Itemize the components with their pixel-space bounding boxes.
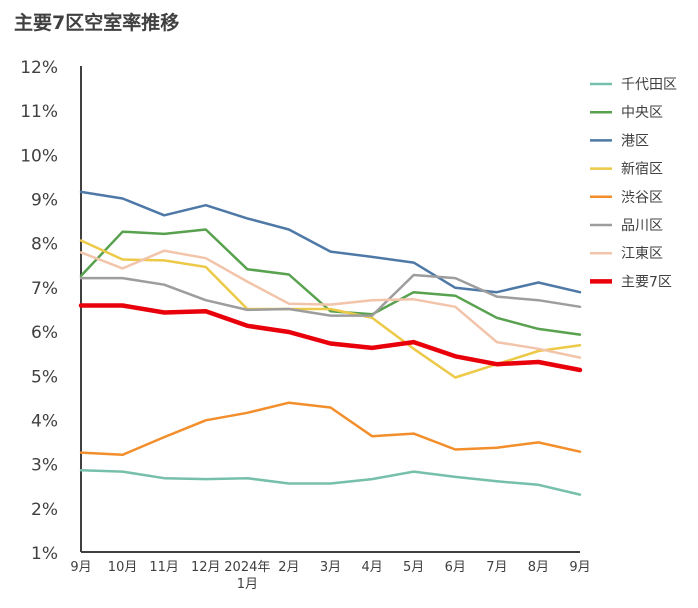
y-tick-label: 12% xyxy=(20,58,58,78)
x-tick-label: 8月 xyxy=(528,560,549,575)
legend-label: 港区 xyxy=(621,133,649,149)
legend-label: 渋谷区 xyxy=(621,190,663,206)
x-tick-label: 2月 xyxy=(278,560,299,575)
x-tick-label: 2024年 1月 xyxy=(224,560,270,592)
x-tick-label: 7月 xyxy=(486,560,507,575)
chart-title: 主要7区空室率推移 xyxy=(14,12,180,34)
legend-label: 新宿区 xyxy=(621,161,663,178)
x-tick-label: 10月 xyxy=(108,560,138,575)
x-tick-labels: 9月 10月 11月 12月 2024年 1月 2月 3月 4月 5月 6月 7月 8月 9月 xyxy=(70,560,590,592)
series-line-1 xyxy=(79,469,582,496)
x-tick-label: 5月 xyxy=(403,560,424,575)
series-line-3 xyxy=(79,190,582,294)
series-line-6 xyxy=(79,273,582,317)
y-tick-label: 4% xyxy=(31,411,58,431)
y-tick-label: 11% xyxy=(20,102,58,122)
y-tick-label: 5% xyxy=(31,367,58,387)
y-tick-labels: 1% 2% 3% 4% 5% 6% 7% 8% 9% 10% 11% 12% xyxy=(20,58,58,564)
legend-label: 品川区 xyxy=(621,218,663,234)
legend-label: 江東区 xyxy=(621,246,663,262)
y-tick-label: 6% xyxy=(31,323,58,343)
legend-label: 千代田区 xyxy=(621,77,677,93)
x-tick-label: 9月 xyxy=(569,560,590,575)
y-tick-label: 1% xyxy=(31,544,58,564)
y-tick-label: 10% xyxy=(20,146,58,166)
x-tick-label: 12月 xyxy=(191,560,221,575)
y-tick-label: 9% xyxy=(31,191,58,211)
y-tick-label: 8% xyxy=(31,235,58,255)
x-tick-label: 6月 xyxy=(445,560,466,575)
y-tick-label: 7% xyxy=(31,279,58,299)
series-lines xyxy=(78,190,583,496)
series-line-8 xyxy=(78,303,583,373)
x-tick-label: 4月 xyxy=(361,560,382,575)
x-tick-label: 9月 xyxy=(70,560,91,575)
series-line-7 xyxy=(79,249,582,359)
series-line-5 xyxy=(79,401,582,457)
x-tick-label: 3月 xyxy=(320,560,341,575)
y-tick-label: 3% xyxy=(31,456,58,476)
legend-label: 中央区 xyxy=(621,105,663,121)
y-tick-label: 2% xyxy=(31,500,58,520)
legend-label: 主要7区 xyxy=(621,274,672,290)
x-tick-label: 11月 xyxy=(149,560,179,575)
series-line-2 xyxy=(79,228,582,336)
